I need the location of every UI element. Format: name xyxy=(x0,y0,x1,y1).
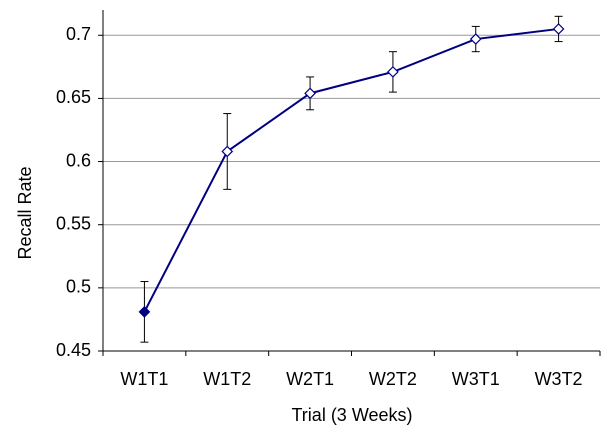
data-marker xyxy=(387,66,399,78)
y-tick-label: 0.7 xyxy=(66,24,91,44)
x-tick-label: W1T1 xyxy=(120,369,168,389)
x-tick-label: W2T1 xyxy=(286,369,334,389)
y-tick-label: 0.45 xyxy=(56,340,91,360)
data-marker xyxy=(469,33,482,45)
x-axis-title: Trial (3 Weeks) xyxy=(291,405,412,425)
data-marker xyxy=(304,87,316,100)
y-tick-label: 0.5 xyxy=(66,277,91,297)
x-tick-label: W3T2 xyxy=(535,369,583,389)
y-tick-label: 0.55 xyxy=(56,213,91,233)
x-tick-label: W1T2 xyxy=(203,369,251,389)
data-marker xyxy=(138,305,151,318)
x-tick-label: W3T1 xyxy=(452,369,500,389)
y-tick-label: 0.6 xyxy=(66,150,91,170)
data-marker xyxy=(552,23,565,35)
x-tick-label: W2T2 xyxy=(369,369,417,389)
y-axis-title: Recall Rate xyxy=(15,166,35,259)
y-tick-label: 0.65 xyxy=(56,87,91,107)
data-marker xyxy=(221,145,234,158)
data-line xyxy=(143,27,559,313)
